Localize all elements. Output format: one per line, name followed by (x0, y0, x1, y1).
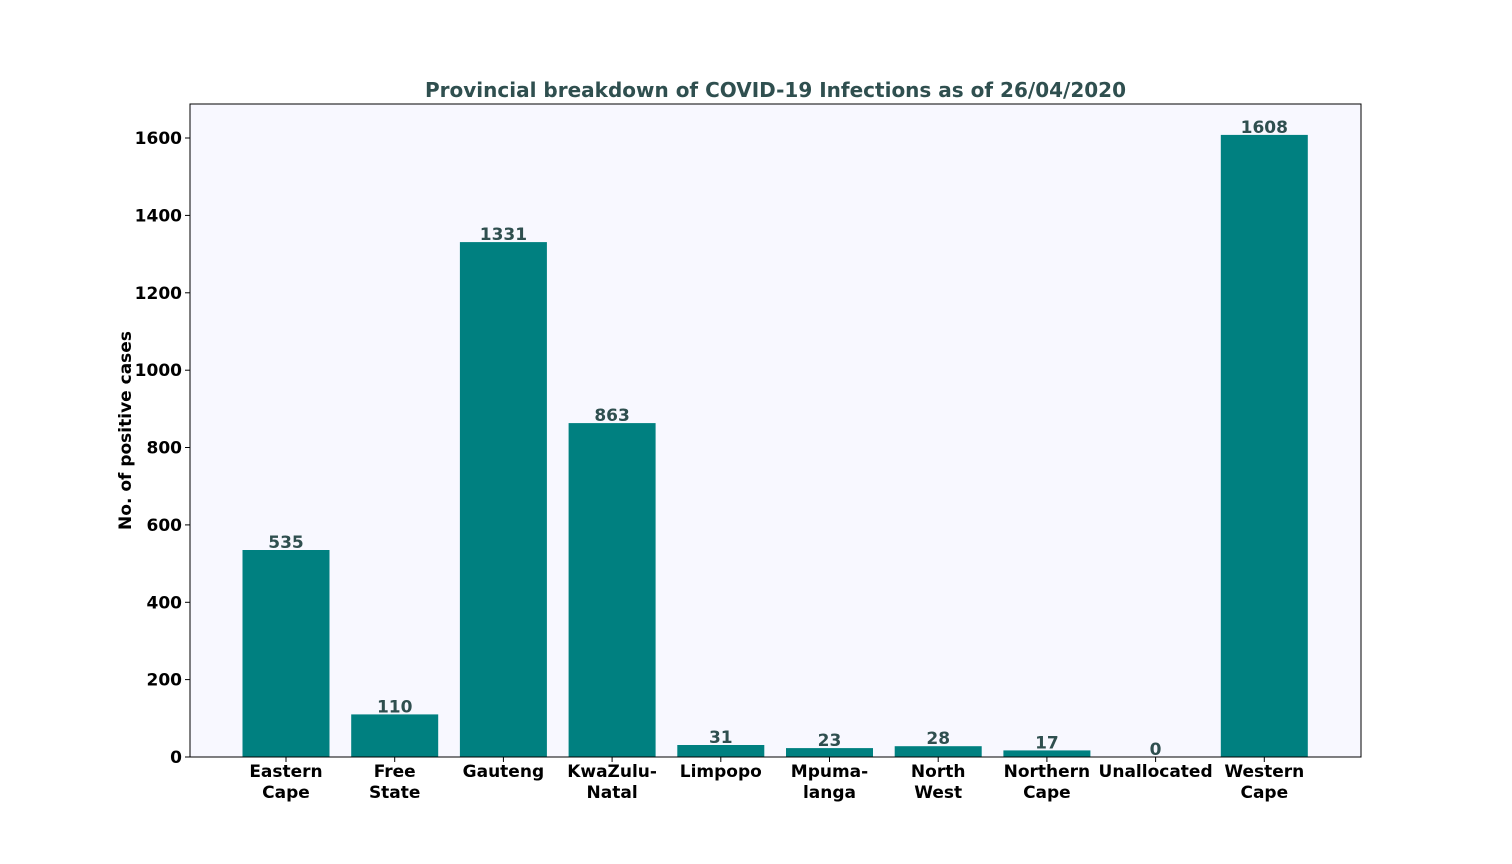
x-tick-label: Unallocated (1099, 762, 1213, 782)
bar-value-label: 31 (709, 728, 733, 748)
x-axis: Eastern Cape Free State Gauteng KwaZulu-Natal… (249, 757, 1304, 803)
x-tick-label: KwaZulu-Natal (567, 762, 657, 803)
bar (1003, 750, 1091, 757)
bar-value-label: 28 (926, 729, 950, 749)
plot-frame (189, 103, 1362, 758)
bar (677, 745, 765, 757)
y-tick-label: 600 (147, 516, 183, 536)
bar (1220, 134, 1308, 757)
y-tick-label: 0 (170, 748, 182, 768)
bar (786, 748, 873, 757)
y-axis-label: No. of positive cases (116, 331, 136, 530)
bar-value-label: 23 (818, 731, 842, 751)
y-tick-label: 1200 (135, 284, 182, 304)
bar-value-label: 110 (377, 697, 413, 717)
x-tick-label: Gauteng (463, 762, 544, 782)
y-tick-label: 1000 (135, 361, 182, 381)
bar (242, 550, 330, 757)
data-labels-group: 535 110 1331 863 31 23 28 17 0 1608 (268, 118, 1288, 760)
y-tick-label: 200 (147, 671, 183, 691)
x-tick-label: Western Cape (1224, 762, 1304, 803)
bar (459, 242, 547, 758)
x-tick-label: Northern Cape (1004, 762, 1091, 803)
bar-value-label: 17 (1035, 733, 1059, 753)
x-tick-label: Limpopo (680, 762, 762, 782)
y-tick-label: 400 (147, 593, 183, 613)
bar (568, 423, 656, 757)
x-tick-label: North West (911, 762, 966, 803)
bar-value-label: 1608 (1241, 118, 1288, 138)
bar (351, 714, 439, 757)
y-axis: 0 200 400 600 800 1000 1200 1400 1600 (135, 129, 190, 768)
x-tick-label: Free State (369, 762, 421, 803)
x-tick-label: Mpuma-langa (791, 762, 868, 803)
bar-value-label: 0 (1150, 740, 1162, 760)
bar (894, 746, 982, 757)
y-tick-label: 1400 (135, 206, 182, 226)
bar-value-label: 1331 (480, 225, 527, 245)
x-tick-label: Eastern Cape (249, 762, 322, 803)
y-tick-label: 800 (147, 439, 183, 459)
y-tick-label: 1600 (135, 129, 182, 149)
bar-value-label: 535 (268, 533, 304, 553)
bars-group (242, 134, 1308, 758)
bar-value-label: 863 (594, 406, 630, 426)
chart-title: Provincial breakdown of COVID-19 Infecti… (425, 78, 1126, 102)
plot-area (190, 104, 1361, 757)
